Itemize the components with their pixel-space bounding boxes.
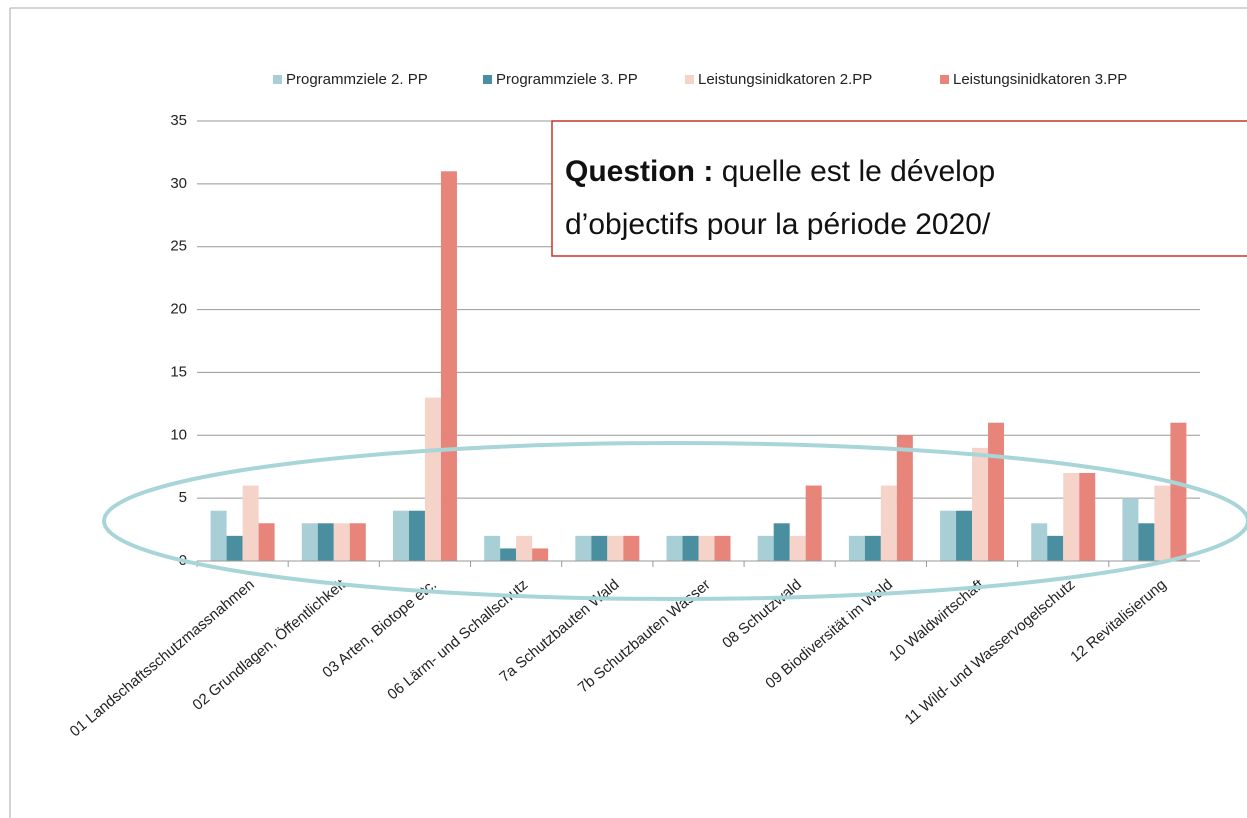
bar (972, 447, 989, 561)
bar (682, 535, 699, 561)
legend-label: Programmziele 2. PP (286, 71, 428, 88)
bar (1031, 523, 1048, 561)
highlight-ellipse (102, 441, 1247, 601)
bar (1154, 485, 1171, 561)
bar (408, 510, 425, 561)
bar (516, 535, 533, 561)
y-tick-label: 20 (170, 301, 187, 318)
question: Question : quelle est le dévelop (565, 155, 995, 188)
legend-label: Programmziele 3. PP (496, 71, 638, 88)
bar (848, 535, 865, 561)
bar (623, 535, 640, 561)
x-tick-label: 02 Grundlagen, Öffentlichkeit (189, 575, 350, 714)
bar (333, 523, 350, 561)
bar (317, 523, 334, 561)
bar (500, 548, 517, 561)
bar (880, 485, 897, 561)
legend-swatch (273, 75, 282, 84)
bar (1170, 422, 1187, 561)
question-label: Question : (565, 155, 713, 188)
y-tick-label: 5 (179, 489, 187, 506)
bar (532, 548, 549, 561)
bar (1122, 498, 1139, 561)
bar (1079, 473, 1096, 561)
x-tick-label: 01 Landschaftsschutzmassnahmen (67, 576, 258, 740)
bar (714, 535, 731, 561)
question-text: d’objectifs pour la période 2020/ (565, 208, 991, 241)
bar (484, 535, 501, 561)
bar (242, 485, 259, 561)
bar (789, 535, 806, 561)
bar (301, 523, 318, 561)
bar (864, 535, 881, 561)
bar (805, 485, 822, 561)
x-tick-label: 08 Schutzwald (719, 576, 805, 652)
bar (1138, 523, 1155, 561)
bar (210, 510, 227, 561)
y-tick-label: 15 (170, 363, 187, 380)
bar (1063, 473, 1080, 561)
legend-swatch (685, 75, 694, 84)
x-tick-label: 11 Wild- und Wasservogelschutz (901, 576, 1078, 728)
bar (1047, 535, 1064, 561)
bar (607, 535, 624, 561)
bar (773, 523, 790, 561)
legend-swatch (483, 75, 492, 84)
bar (392, 510, 409, 561)
question-text: quelle est le dévelop (722, 155, 996, 188)
bar (757, 535, 774, 561)
y-tick-label: 10 (170, 426, 187, 443)
x-tick-label: 12 Revitalisierung (1067, 576, 1169, 666)
bar (258, 523, 275, 561)
bar (988, 422, 1005, 561)
y-tick-label: 30 (170, 175, 187, 192)
legend-swatch (940, 75, 949, 84)
bar (424, 397, 441, 561)
bar (575, 535, 592, 561)
bar (896, 435, 913, 561)
bar (698, 535, 715, 561)
y-tick-label: 35 (170, 112, 187, 129)
bar (956, 510, 973, 561)
bar (349, 523, 366, 561)
bar (666, 535, 683, 561)
bar (591, 535, 608, 561)
legend-label: Leistungsinidkatoren 3.PP (953, 71, 1127, 88)
bar (440, 171, 457, 562)
bar (226, 535, 243, 561)
legend-label: Leistungsinidkatoren 2.PP (698, 71, 872, 88)
bar (940, 510, 957, 561)
y-tick-label: 25 (170, 238, 187, 255)
question-box (551, 120, 1247, 257)
